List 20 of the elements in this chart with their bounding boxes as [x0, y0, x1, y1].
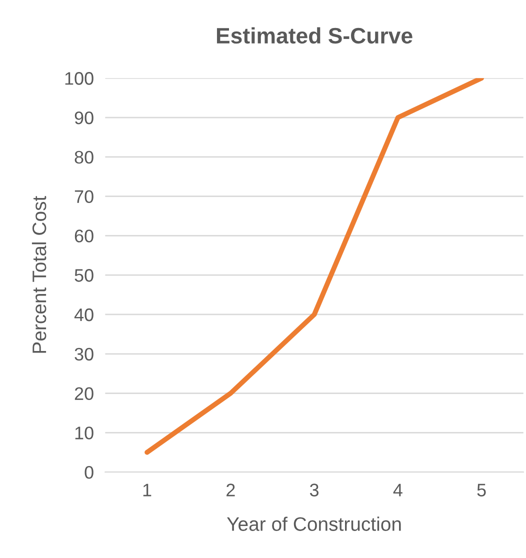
x-axis-title: Year of Construction	[226, 516, 401, 531]
y-tick-label: 100	[65, 72, 94, 85]
y-tick-label: 60	[74, 230, 94, 242]
chart-title: Estimated S-Curve	[216, 27, 412, 44]
y-tick-label: 10	[75, 426, 94, 440]
x-tick-label: 4	[393, 484, 402, 496]
x-tick-label: 1	[143, 484, 152, 496]
y-tick-label: 0	[84, 466, 94, 479]
y-tick-label: 50	[74, 269, 94, 282]
x-tick-label: 3	[310, 484, 319, 496]
y-tick-label: 70	[74, 190, 94, 204]
y-tick-label: 90	[74, 111, 94, 124]
x-tick-label: 2	[226, 484, 235, 496]
y-axis-title: Percent Total Cost	[32, 196, 46, 353]
y-tick-label: 30	[74, 348, 94, 361]
y-tick-label: 80	[74, 150, 94, 164]
y-tick-label: 40	[74, 308, 94, 322]
line-series	[144, 78, 484, 455]
y-tick-label: 20	[74, 387, 94, 400]
x-tick-label: 5	[477, 484, 486, 496]
